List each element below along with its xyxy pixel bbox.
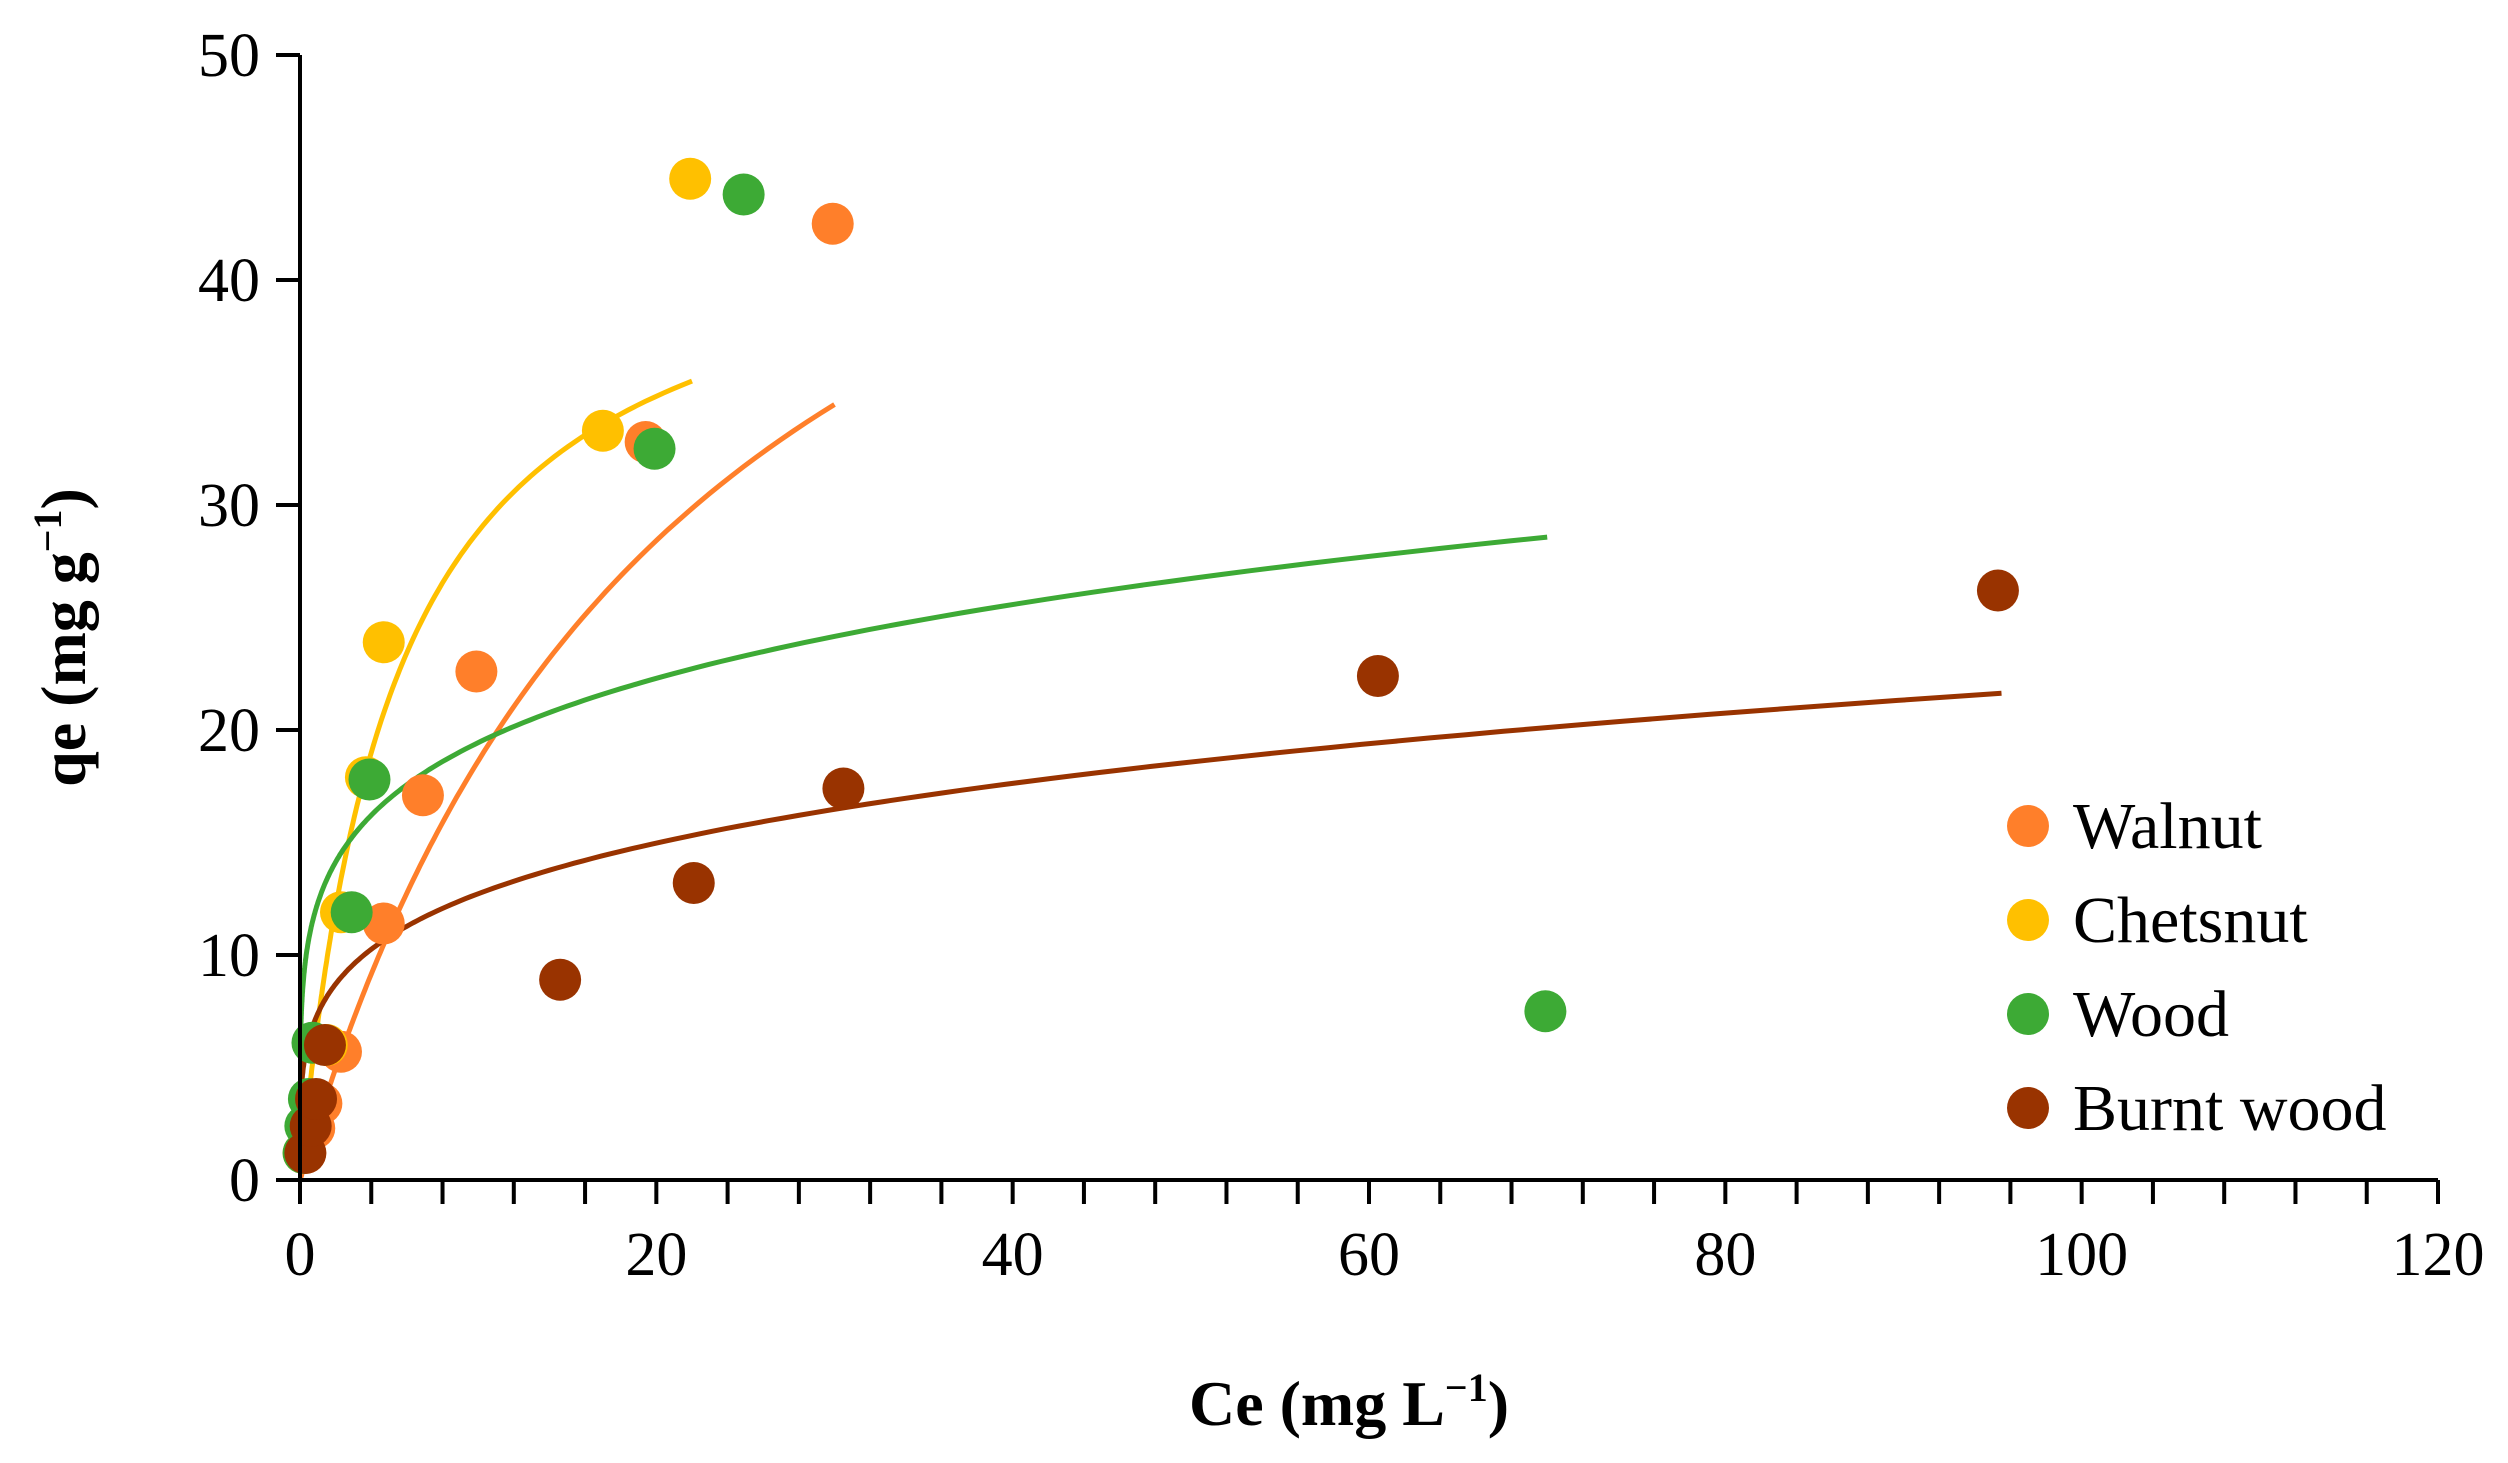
point-burnt-wood xyxy=(672,862,715,904)
legend-label: Wood xyxy=(2073,978,2229,1051)
fit-curves xyxy=(298,378,2002,1179)
point-wood xyxy=(348,758,391,801)
x-tick-label: 120 xyxy=(2392,1221,2485,1289)
point-chetsnut xyxy=(669,157,712,200)
y-tick-label: 10 xyxy=(198,922,260,990)
point-walnut xyxy=(455,650,498,693)
y-tick-label: 50 xyxy=(198,22,260,90)
x-axis-title: Ce (mg L−1) xyxy=(1189,1365,1509,1439)
point-chetsnut xyxy=(362,621,405,664)
point-burnt-wood xyxy=(539,958,582,1001)
point-burnt-wood xyxy=(1976,569,2019,612)
x-tick-label: 100 xyxy=(2035,1221,2128,1289)
tick-labels: 0 20 40 60 80 100 120 0 10 20 30 40 50 xyxy=(198,22,2485,1289)
legend-marker xyxy=(2007,993,2049,1035)
legend-marker xyxy=(2007,1087,2049,1129)
point-walnut xyxy=(401,774,444,817)
point-burnt-wood xyxy=(303,1024,346,1066)
point-wood xyxy=(722,173,765,216)
x-tick-label: 0 xyxy=(285,1221,316,1289)
y-axis-title-main: qe (mg g xyxy=(28,552,99,787)
legend-label: Burnt wood xyxy=(2073,1072,2387,1145)
point-wood xyxy=(1524,990,1567,1033)
legend-label: Walnut xyxy=(2073,790,2262,863)
point-walnut xyxy=(811,202,854,245)
legend-marker xyxy=(2007,805,2049,847)
y-tick-label: 30 xyxy=(198,472,260,540)
x-axis-title-main: Ce (mg L xyxy=(1189,1368,1445,1439)
x-axis-title-end: ) xyxy=(1488,1368,1509,1439)
point-chetsnut xyxy=(581,409,624,452)
x-tick-label: 80 xyxy=(1694,1221,1756,1289)
fit-curve-wood xyxy=(298,534,1548,1027)
point-wood xyxy=(633,427,676,470)
y-tick-label: 0 xyxy=(229,1147,260,1215)
y-axis-title-sup: −1 xyxy=(25,509,70,552)
legend-label: Chetsnut xyxy=(2073,884,2308,957)
fit-curve-burnt-wood xyxy=(298,690,2002,1098)
point-burnt-wood xyxy=(1356,655,1399,697)
legend-marker xyxy=(2007,899,2049,941)
axes xyxy=(276,53,2440,1204)
point-wood xyxy=(330,891,373,934)
x-tick-label: 20 xyxy=(625,1221,687,1289)
point-walnut xyxy=(362,902,405,945)
x-axis-title-sup: −1 xyxy=(1445,1365,1488,1410)
point-burnt-wood xyxy=(822,767,865,810)
y-tick-label: 40 xyxy=(198,247,260,315)
y-axis-title-end: ) xyxy=(28,488,99,509)
x-tick-label: 60 xyxy=(1338,1221,1400,1289)
x-tick-label: 40 xyxy=(982,1221,1044,1289)
point-burnt-wood xyxy=(295,1078,338,1120)
data-points xyxy=(282,157,2019,1174)
y-axis-title: qe (mg g−1) xyxy=(25,488,99,787)
legend: Walnut Chetsnut Wood Burnt wood xyxy=(2007,790,2387,1145)
y-tick-label: 20 xyxy=(198,697,260,765)
